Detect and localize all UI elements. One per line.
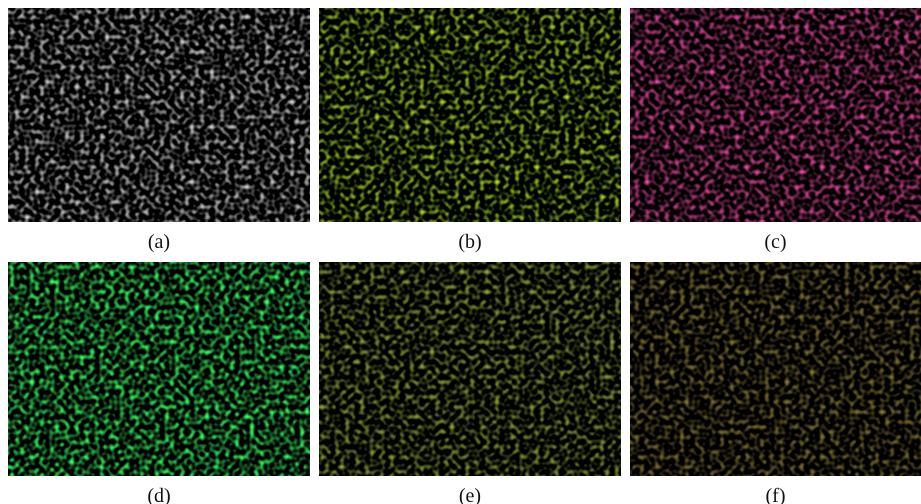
- panel-grid: (a) (b) (c) (d) (e) (f): [8, 8, 921, 504]
- panel-label: (c): [764, 231, 786, 253]
- panel-image: [319, 262, 621, 476]
- panel-image: [630, 8, 921, 222]
- panel-image: [630, 262, 921, 476]
- panel-label: (e): [459, 485, 481, 504]
- panel-image: [319, 8, 621, 222]
- panel-label: (a): [148, 231, 170, 253]
- panel-image: [8, 8, 310, 222]
- panel-image: [8, 262, 310, 476]
- panel-label: (d): [147, 485, 170, 504]
- panel-label: (f): [766, 485, 786, 504]
- panel-label: (b): [458, 231, 481, 253]
- figure: (a) (b) (c) (d) (e) (f): [0, 0, 921, 504]
